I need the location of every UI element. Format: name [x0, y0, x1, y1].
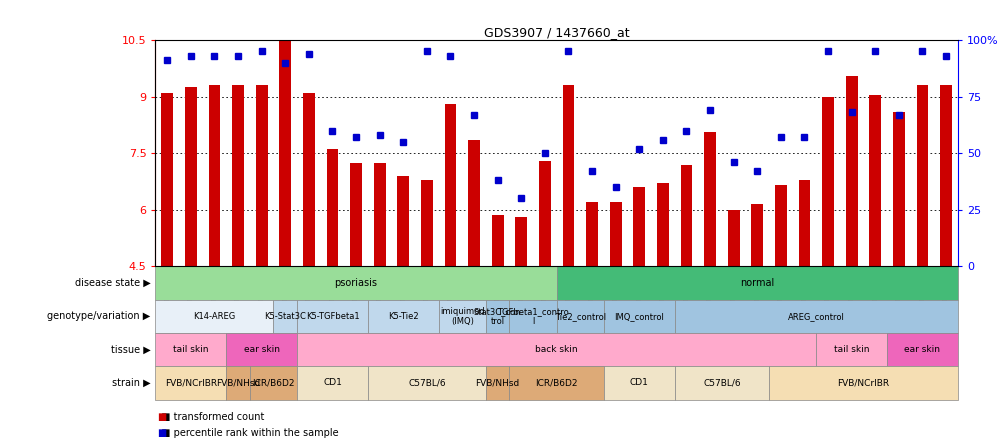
Bar — [585, 202, 597, 266]
Text: strain ▶: strain ▶ — [111, 378, 150, 388]
Text: C57BL/6: C57BL/6 — [408, 378, 445, 388]
Bar — [703, 132, 715, 266]
Bar — [509, 366, 603, 400]
Text: ear skin: ear skin — [243, 345, 280, 354]
Bar — [421, 180, 432, 266]
Text: CD1: CD1 — [323, 378, 342, 388]
Bar — [603, 300, 674, 333]
Bar — [485, 300, 509, 333]
Bar — [226, 366, 249, 400]
Bar — [603, 366, 674, 400]
Bar — [886, 333, 957, 366]
Bar — [822, 97, 833, 266]
Bar — [916, 85, 928, 266]
Text: FVB/NHsd: FVB/NHsd — [215, 378, 260, 388]
Bar — [798, 180, 810, 266]
Text: CD1: CD1 — [629, 378, 648, 388]
Text: tail skin: tail skin — [833, 345, 869, 354]
Text: FVB/NCrIBR: FVB/NCrIBR — [164, 378, 216, 388]
Bar — [556, 300, 603, 333]
Text: K5-TGFbeta1: K5-TGFbeta1 — [306, 312, 359, 321]
Text: K5-Tie2: K5-Tie2 — [388, 312, 418, 321]
Bar — [226, 333, 297, 366]
Text: genotype/variation ▶: genotype/variation ▶ — [47, 311, 150, 321]
Bar — [208, 85, 220, 266]
Text: ■ transformed count: ■ transformed count — [155, 412, 265, 422]
Bar — [769, 366, 957, 400]
Text: ■: ■ — [157, 428, 166, 438]
Bar — [297, 366, 368, 400]
Bar — [368, 366, 485, 400]
Text: disease state ▶: disease state ▶ — [74, 278, 150, 288]
Text: IMQ_control: IMQ_control — [613, 312, 663, 321]
Text: FVB/NCrIBR: FVB/NCrIBR — [837, 378, 889, 388]
Bar — [438, 300, 485, 333]
Bar — [155, 300, 274, 333]
Bar — [674, 366, 769, 400]
Text: AREG_control: AREG_control — [787, 312, 844, 321]
Text: TGFbeta1_contro
l: TGFbeta1_contro l — [497, 307, 568, 326]
Bar — [816, 333, 886, 366]
Bar — [562, 85, 574, 266]
Text: K14-AREG: K14-AREG — [193, 312, 235, 321]
Text: ICR/B6D2: ICR/B6D2 — [252, 378, 295, 388]
Bar — [556, 266, 957, 300]
Text: FVB/NHsd: FVB/NHsd — [475, 378, 519, 388]
Bar — [231, 85, 243, 266]
Bar — [632, 187, 644, 266]
Bar — [155, 266, 556, 300]
Bar — [656, 183, 668, 266]
Text: ■ percentile rank within the sample: ■ percentile rank within the sample — [155, 428, 339, 438]
Bar — [485, 366, 509, 400]
Bar — [845, 76, 857, 266]
Bar — [155, 333, 226, 366]
Bar — [775, 185, 786, 266]
Bar — [750, 204, 763, 266]
Text: ■: ■ — [157, 412, 166, 422]
Bar — [869, 95, 881, 266]
Bar — [280, 40, 291, 266]
Text: psoriasis: psoriasis — [335, 278, 377, 288]
Bar — [680, 165, 691, 266]
Text: ear skin: ear skin — [904, 345, 940, 354]
Bar — [249, 366, 297, 400]
Bar — [350, 163, 362, 266]
Bar — [609, 202, 621, 266]
Bar — [892, 112, 904, 266]
Text: K5-Stat3C: K5-Stat3C — [265, 312, 306, 321]
Text: Tie2_control: Tie2_control — [554, 312, 605, 321]
Bar — [274, 300, 297, 333]
Bar — [939, 85, 951, 266]
Bar — [397, 176, 409, 266]
Bar — [374, 163, 385, 266]
Bar — [184, 87, 196, 266]
Bar — [161, 93, 173, 266]
Text: C57BL/6: C57BL/6 — [702, 378, 739, 388]
Bar — [509, 300, 556, 333]
Text: tissue ▶: tissue ▶ — [110, 345, 150, 355]
Title: GDS3907 / 1437660_at: GDS3907 / 1437660_at — [483, 26, 629, 39]
Bar — [674, 300, 957, 333]
Text: Stat3C_con
trol: Stat3C_con trol — [473, 307, 521, 326]
Text: ICR/B6D2: ICR/B6D2 — [535, 378, 577, 388]
Bar — [256, 85, 268, 266]
Bar — [468, 140, 480, 266]
Bar — [538, 161, 550, 266]
Bar — [491, 215, 503, 266]
Bar — [327, 150, 338, 266]
Bar — [515, 218, 527, 266]
Bar — [303, 93, 315, 266]
Text: normal: normal — [739, 278, 774, 288]
Text: tail skin: tail skin — [173, 345, 208, 354]
Text: back skin: back skin — [535, 345, 577, 354]
Bar — [368, 300, 438, 333]
Text: imiquimod
(IMQ): imiquimod (IMQ) — [440, 307, 484, 326]
Bar — [297, 300, 368, 333]
Bar — [155, 366, 226, 400]
Bar — [727, 210, 738, 266]
Bar — [444, 104, 456, 266]
Bar — [297, 333, 816, 366]
